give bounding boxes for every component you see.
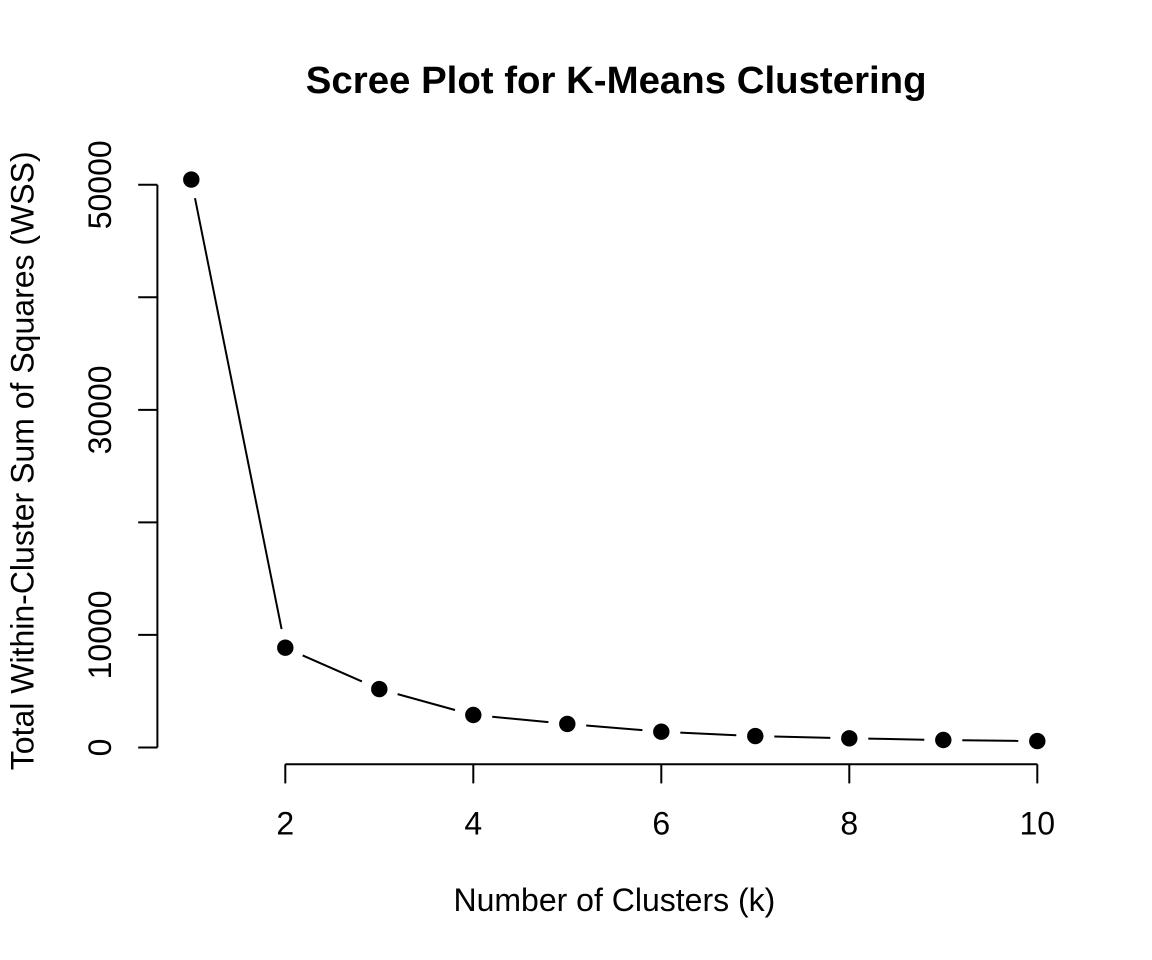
svg-text:10000: 10000 — [82, 590, 118, 679]
svg-text:Scree Plot for K-Means Cluster: Scree Plot for K-Means Clustering — [306, 59, 927, 102]
svg-text:2: 2 — [276, 806, 294, 842]
svg-text:10: 10 — [1020, 806, 1056, 842]
svg-text:6: 6 — [652, 806, 670, 842]
svg-text:Number of Clusters (k): Number of Clusters (k) — [453, 882, 775, 918]
svg-text:30000: 30000 — [82, 365, 118, 454]
svg-text:4: 4 — [464, 806, 482, 842]
svg-text:50000: 50000 — [82, 140, 118, 229]
svg-text:Total Within-Cluster Sum of Sq: Total Within-Cluster Sum of Squares (WSS… — [5, 151, 41, 770]
svg-text:8: 8 — [840, 806, 858, 842]
svg-text:0: 0 — [82, 739, 118, 757]
